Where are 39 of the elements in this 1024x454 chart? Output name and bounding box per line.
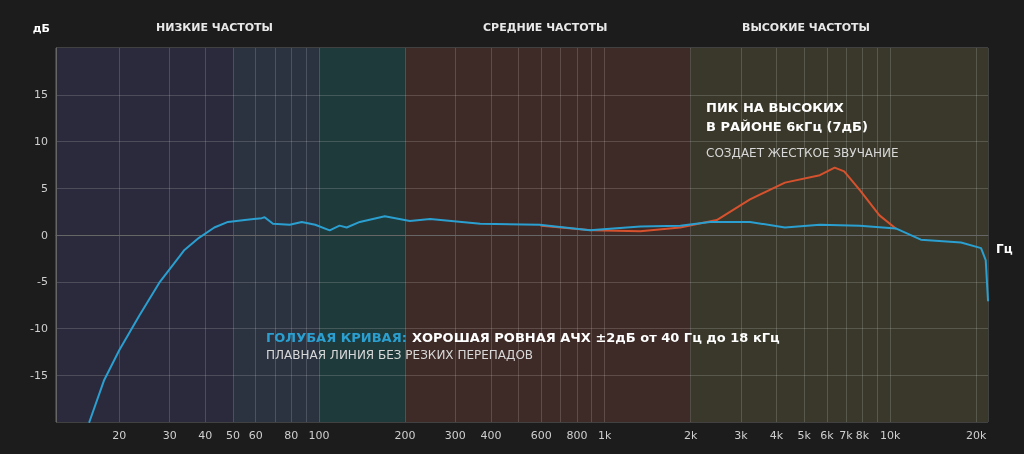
x-tick-label: 7k	[839, 429, 854, 442]
x-tick-label: 300	[444, 429, 466, 442]
x-tick-label: 800	[566, 429, 588, 442]
x-tick-label: 5k	[797, 429, 812, 442]
y-tick-label: 0	[41, 228, 48, 242]
text: НИЗКИЕ ЧАСТОТЫ	[156, 21, 273, 34]
y-tick-label: -5	[37, 275, 48, 289]
y-tick-label: 5	[41, 181, 48, 195]
x-tick-label: 60	[248, 429, 263, 442]
y-axis-title: дБ	[32, 22, 50, 35]
x-tick-label: 20	[112, 429, 127, 442]
annotation: СОЗДАЕТ ЖЕСТКОЕ ЗВУЧАНИЕ	[706, 146, 899, 160]
y-tick-label: 10	[34, 135, 48, 148]
x-tick-label: 80	[284, 429, 299, 442]
x-tick-label: 200	[394, 429, 416, 442]
x-tick-label: 400	[480, 429, 502, 442]
annotation: ХОРОШАЯ РОВНАЯ АЧХ ±2дБ от 40 Гц до 18 кГц	[412, 330, 780, 345]
text: СРЕДНИЕ ЧАСТОТЫ	[483, 21, 608, 34]
x-tick-label: 600	[530, 429, 552, 442]
x-tick-label: 4k	[769, 429, 784, 442]
x-tick-label: 30	[162, 429, 177, 442]
annotation: ГОЛУБАЯ КРИВАЯ:	[266, 330, 407, 345]
x-tick-label: 3k	[734, 429, 749, 442]
y-tick-label: 15	[34, 88, 48, 102]
x-tick-label: 50	[226, 429, 241, 442]
x-tick-label: 100	[308, 429, 330, 442]
x-tick-label: 20k	[965, 429, 987, 442]
x-tick-label: 40	[198, 429, 213, 442]
y-tick-label: -15	[30, 368, 48, 382]
x-tick-label: 2k	[683, 429, 698, 442]
annotation: ПЛАВНАЯ ЛИНИЯ БЕЗ РЕЗКИХ ПЕРЕПАДОВ	[266, 348, 534, 362]
x-axis-title: Гц	[996, 242, 1013, 256]
y-tick-label: -10	[30, 322, 48, 335]
x-tick-label: 6k	[820, 429, 835, 442]
x-tick-label: 8k	[855, 429, 870, 442]
text: ВЫСОКИЕ ЧАСТОТЫ	[742, 21, 870, 34]
x-tick-label: 1k	[597, 429, 612, 442]
annotation: ПИК НА ВЫСОКИХ В РАЙОНЕ 6кГц (7дБ)	[706, 100, 868, 134]
x-tick-label: 10k	[880, 429, 902, 442]
